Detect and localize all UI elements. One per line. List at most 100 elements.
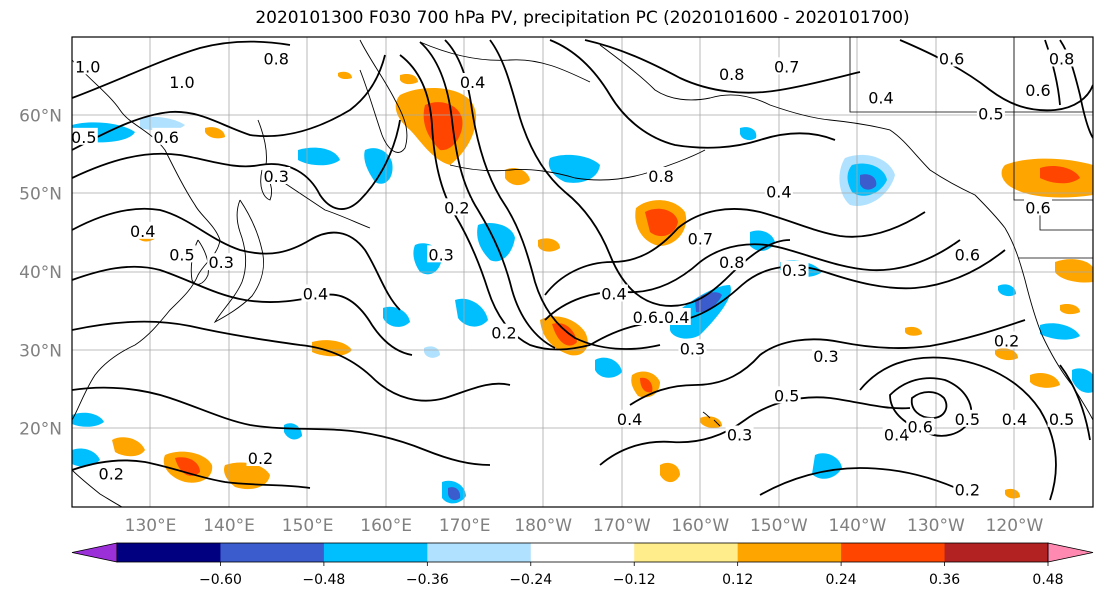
colorbar-tick-label: −0.36 bbox=[406, 572, 449, 588]
longitude-label: 160°E bbox=[360, 516, 412, 536]
contour-label-background bbox=[599, 284, 628, 302]
contour-label-background bbox=[1024, 198, 1053, 216]
contour-label-background bbox=[764, 182, 793, 200]
contour-label: 0.5 bbox=[774, 386, 799, 405]
contour-label: 0.4 bbox=[303, 285, 328, 304]
colorbar-max-extension bbox=[1047, 542, 1094, 563]
contour-label-background bbox=[772, 57, 801, 75]
longitude-label: 140°W bbox=[829, 516, 887, 536]
contour-label-background bbox=[647, 167, 676, 184]
colorbar-segment bbox=[841, 543, 946, 562]
contour-label-background bbox=[811, 347, 840, 365]
contour-label-background bbox=[678, 339, 707, 357]
longitude-label: 130°W bbox=[907, 516, 965, 536]
longitude-label: 150°W bbox=[750, 516, 808, 536]
contour-label-background bbox=[717, 253, 746, 271]
contour-label: 0.4 bbox=[664, 308, 689, 327]
contour-label: 0.2 bbox=[444, 198, 469, 217]
contour-label-background bbox=[167, 73, 196, 90]
latitude-label: 20°N bbox=[19, 420, 62, 440]
contour-label: 0.4 bbox=[868, 89, 893, 108]
colorbar-segment bbox=[220, 543, 325, 562]
colorbar-segment bbox=[634, 543, 739, 562]
contour-label: 0.6 bbox=[1025, 198, 1050, 217]
contour-label: 0.6 bbox=[907, 418, 932, 437]
contour-label-background bbox=[882, 425, 911, 443]
longitude-label: 170°W bbox=[593, 516, 651, 536]
contour-label-background bbox=[128, 221, 157, 239]
contour-label: 0.8 bbox=[648, 167, 673, 186]
contour-label-background bbox=[1024, 80, 1053, 98]
contour-label: 0.4 bbox=[130, 222, 155, 241]
contour-label: 0.7 bbox=[688, 230, 713, 249]
contour-label: 0.5 bbox=[169, 245, 194, 264]
contour-label: 0.6 bbox=[1025, 81, 1050, 100]
contour-label-background bbox=[780, 261, 809, 278]
contour-label: 0.2 bbox=[99, 465, 124, 484]
contour-label: 0.4 bbox=[766, 183, 791, 202]
map-title: 2020101300 F030 700 hPa PV, precipitatio… bbox=[255, 8, 910, 28]
longitude-label: 120°W bbox=[986, 516, 1044, 536]
latitude-label: 50°N bbox=[19, 185, 62, 205]
latitude-label: 30°N bbox=[19, 341, 62, 361]
colorbar-outline bbox=[116, 542, 1049, 563]
contour-label: 0.3 bbox=[727, 426, 752, 445]
contour-label: 0.5 bbox=[955, 410, 980, 429]
colorbar-segment bbox=[427, 543, 532, 562]
colorbar-tick-label: 0.36 bbox=[929, 572, 960, 588]
contour-label: 0.4 bbox=[1002, 410, 1027, 429]
contour-label-background bbox=[72, 127, 98, 145]
contour-label: 0.4 bbox=[617, 410, 642, 429]
longitude-label: 140°E bbox=[203, 516, 255, 536]
contour-label-background bbox=[866, 88, 895, 106]
contour-label-background bbox=[992, 331, 1021, 349]
latitude-labels: 60°N 50°N 40°N 30°N 20°N bbox=[19, 106, 62, 439]
contour-label-background bbox=[301, 284, 330, 302]
contour-label: 0.2 bbox=[248, 449, 273, 468]
contour-label-background bbox=[725, 425, 754, 443]
contour-label-background bbox=[1047, 49, 1076, 67]
contour-label-background bbox=[489, 323, 518, 341]
contour-label-background bbox=[953, 480, 982, 498]
longitude-label: 160°W bbox=[671, 516, 729, 536]
contour-label-background bbox=[615, 409, 644, 427]
contour-label-background bbox=[427, 245, 456, 263]
contour-label-background bbox=[686, 229, 715, 247]
contour-label: 0.4 bbox=[601, 285, 626, 304]
colorbar-tick-label: 0.48 bbox=[1032, 572, 1063, 588]
contour-label: 0.5 bbox=[1049, 410, 1074, 429]
colorbar-tick-label: 0.12 bbox=[722, 572, 753, 588]
map-frame bbox=[71, 36, 1094, 508]
contour-label: 0.5 bbox=[978, 104, 1003, 123]
contour-label-background bbox=[1047, 409, 1076, 427]
colorbar-segment bbox=[944, 543, 1049, 562]
contour-label: 1.0 bbox=[75, 57, 100, 76]
contour-label: 0.8 bbox=[719, 253, 744, 272]
colorbar-tick-label: −0.48 bbox=[302, 572, 345, 588]
contour-label-background bbox=[167, 245, 196, 263]
contour-label-background bbox=[906, 417, 935, 435]
contour-label-background bbox=[97, 464, 126, 482]
longitude-label: 170°E bbox=[439, 516, 491, 536]
contour-label: 0.8 bbox=[1049, 50, 1074, 69]
colorbar-min-extension bbox=[71, 542, 118, 563]
contour-label-background bbox=[772, 386, 801, 404]
contour-label-background bbox=[262, 167, 291, 184]
contour-label: 0.2 bbox=[491, 324, 516, 343]
contour-label: 0.3 bbox=[208, 253, 233, 272]
contour-label: 0.6 bbox=[939, 50, 964, 69]
colorbar-tick-label: −0.24 bbox=[509, 572, 552, 588]
colorbar-segment bbox=[530, 543, 635, 562]
latitude-label: 40°N bbox=[19, 263, 62, 283]
contour-label-background bbox=[631, 308, 660, 325]
contour-label-background bbox=[207, 253, 236, 271]
contour-label-background bbox=[953, 409, 982, 427]
contour-label-background bbox=[1000, 409, 1029, 427]
longitude-labels: 130°E 140°E 150°E 160°E 170°E 180°W 170°W 160°W… bbox=[125, 516, 1044, 536]
contour-label: 0.3 bbox=[428, 245, 453, 264]
colorbar-tick-label: −0.12 bbox=[613, 572, 656, 588]
coastlines bbox=[72, 39, 1093, 507]
contour-label: 0.6 bbox=[154, 128, 179, 147]
colorbar-tick-label: −0.60 bbox=[199, 572, 242, 588]
contour-label-background bbox=[262, 49, 291, 67]
